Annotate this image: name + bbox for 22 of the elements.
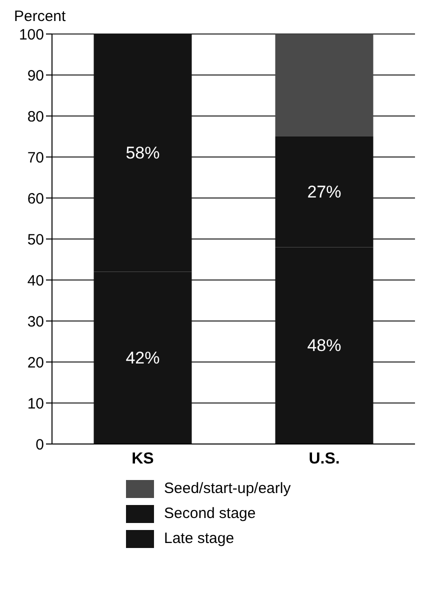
y-tick-label: 80 — [27, 108, 44, 126]
data-label: 27% — [307, 182, 342, 202]
y-tick-label: 50 — [27, 231, 44, 248]
data-label: 42% — [126, 348, 160, 368]
legend-label: Late stage — [164, 530, 234, 547]
y-tick-label: 70 — [27, 149, 44, 166]
bar — [275, 34, 374, 136]
y-tick-label: 0 — [36, 436, 44, 454]
y-tick-label: 90 — [27, 67, 44, 84]
legend-label: Seed/start-up/early — [164, 480, 291, 497]
y-tick-label: 20 — [27, 354, 44, 372]
y-tick-label: 100 — [18, 26, 44, 44]
x-tick-label: KS — [132, 450, 154, 468]
data-label: 48% — [307, 336, 342, 356]
y-tick-label: 40 — [27, 272, 44, 290]
y-tick-label: 60 — [27, 190, 44, 208]
data-label: 58% — [126, 143, 160, 162]
y-axis-title: Percent — [14, 8, 67, 26]
y-tick-label: 10 — [27, 395, 44, 412]
x-tick-label: U.S. — [308, 450, 340, 468]
legend-label: Second stage — [164, 505, 256, 522]
y-tick-label: 30 — [27, 313, 44, 330]
